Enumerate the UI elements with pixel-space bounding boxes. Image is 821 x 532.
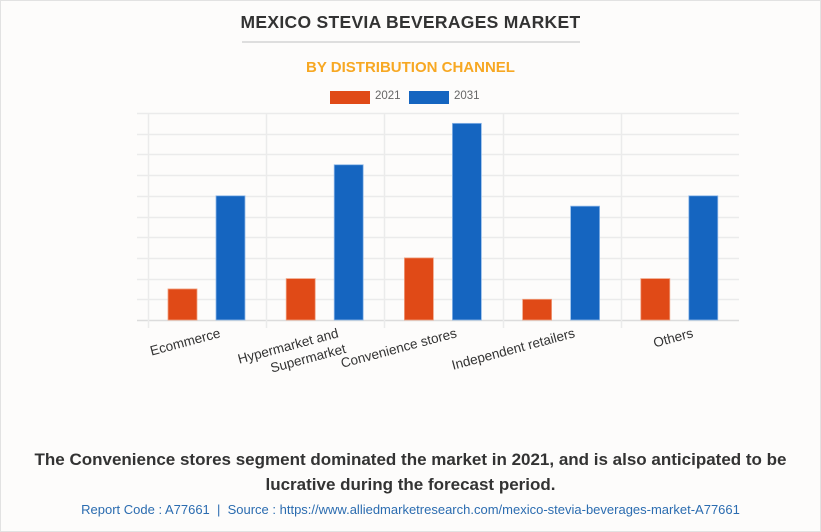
x-axis-label: Ecommerce: [148, 325, 221, 358]
bar-2021-2: [403, 257, 434, 321]
x-axis-label-line: Ecommerce: [148, 325, 221, 358]
bar-2021-0: [167, 288, 198, 321]
legend-item-2021[interactable]: 2021: [330, 90, 401, 104]
bar-2031-1: [333, 164, 364, 321]
source-footer[interactable]: Report Code : A77661 | Source : https://…: [81, 502, 740, 517]
bar-2021-3: [522, 298, 552, 321]
x-axis-label-line: Independent retailers: [450, 325, 577, 372]
bar-2021-1: [285, 278, 316, 321]
bar-2031-0: [215, 195, 246, 321]
bar-2031-4: [688, 195, 719, 321]
bar-2031-2: [451, 122, 482, 321]
bar-chart: Ecommerce Hypermarket andSupermarketConve…: [137, 112, 739, 384]
bar-2021-4: [640, 278, 671, 321]
x-axis-label-line: Others: [652, 325, 695, 350]
x-axis-label: Others: [652, 325, 695, 350]
chart-caption: The Convenience stores segment dominated…: [34, 450, 787, 494]
legend-label-2031: 2031: [454, 90, 480, 102]
x-axis-label: Convenience stores: [339, 325, 458, 370]
chart-title: MEXICO STEVIA BEVERAGES MARKET: [240, 12, 581, 32]
chart-subtitle: BY DISTRIBUTION CHANNEL: [306, 59, 515, 76]
x-axis-label-line: Convenience stores: [339, 325, 458, 370]
legend-swatch-2031: [409, 91, 449, 104]
legend-item-2031[interactable]: 2031: [409, 90, 480, 104]
x-axis-label: Hypermarket andSupermarket: [236, 325, 347, 384]
x-axis-label: Independent retailers: [450, 325, 577, 372]
legend-label-2021: 2021: [375, 90, 401, 102]
bar-2031-3: [570, 205, 600, 321]
legend-swatch-2021: [330, 91, 370, 104]
title-divider: [242, 41, 580, 43]
